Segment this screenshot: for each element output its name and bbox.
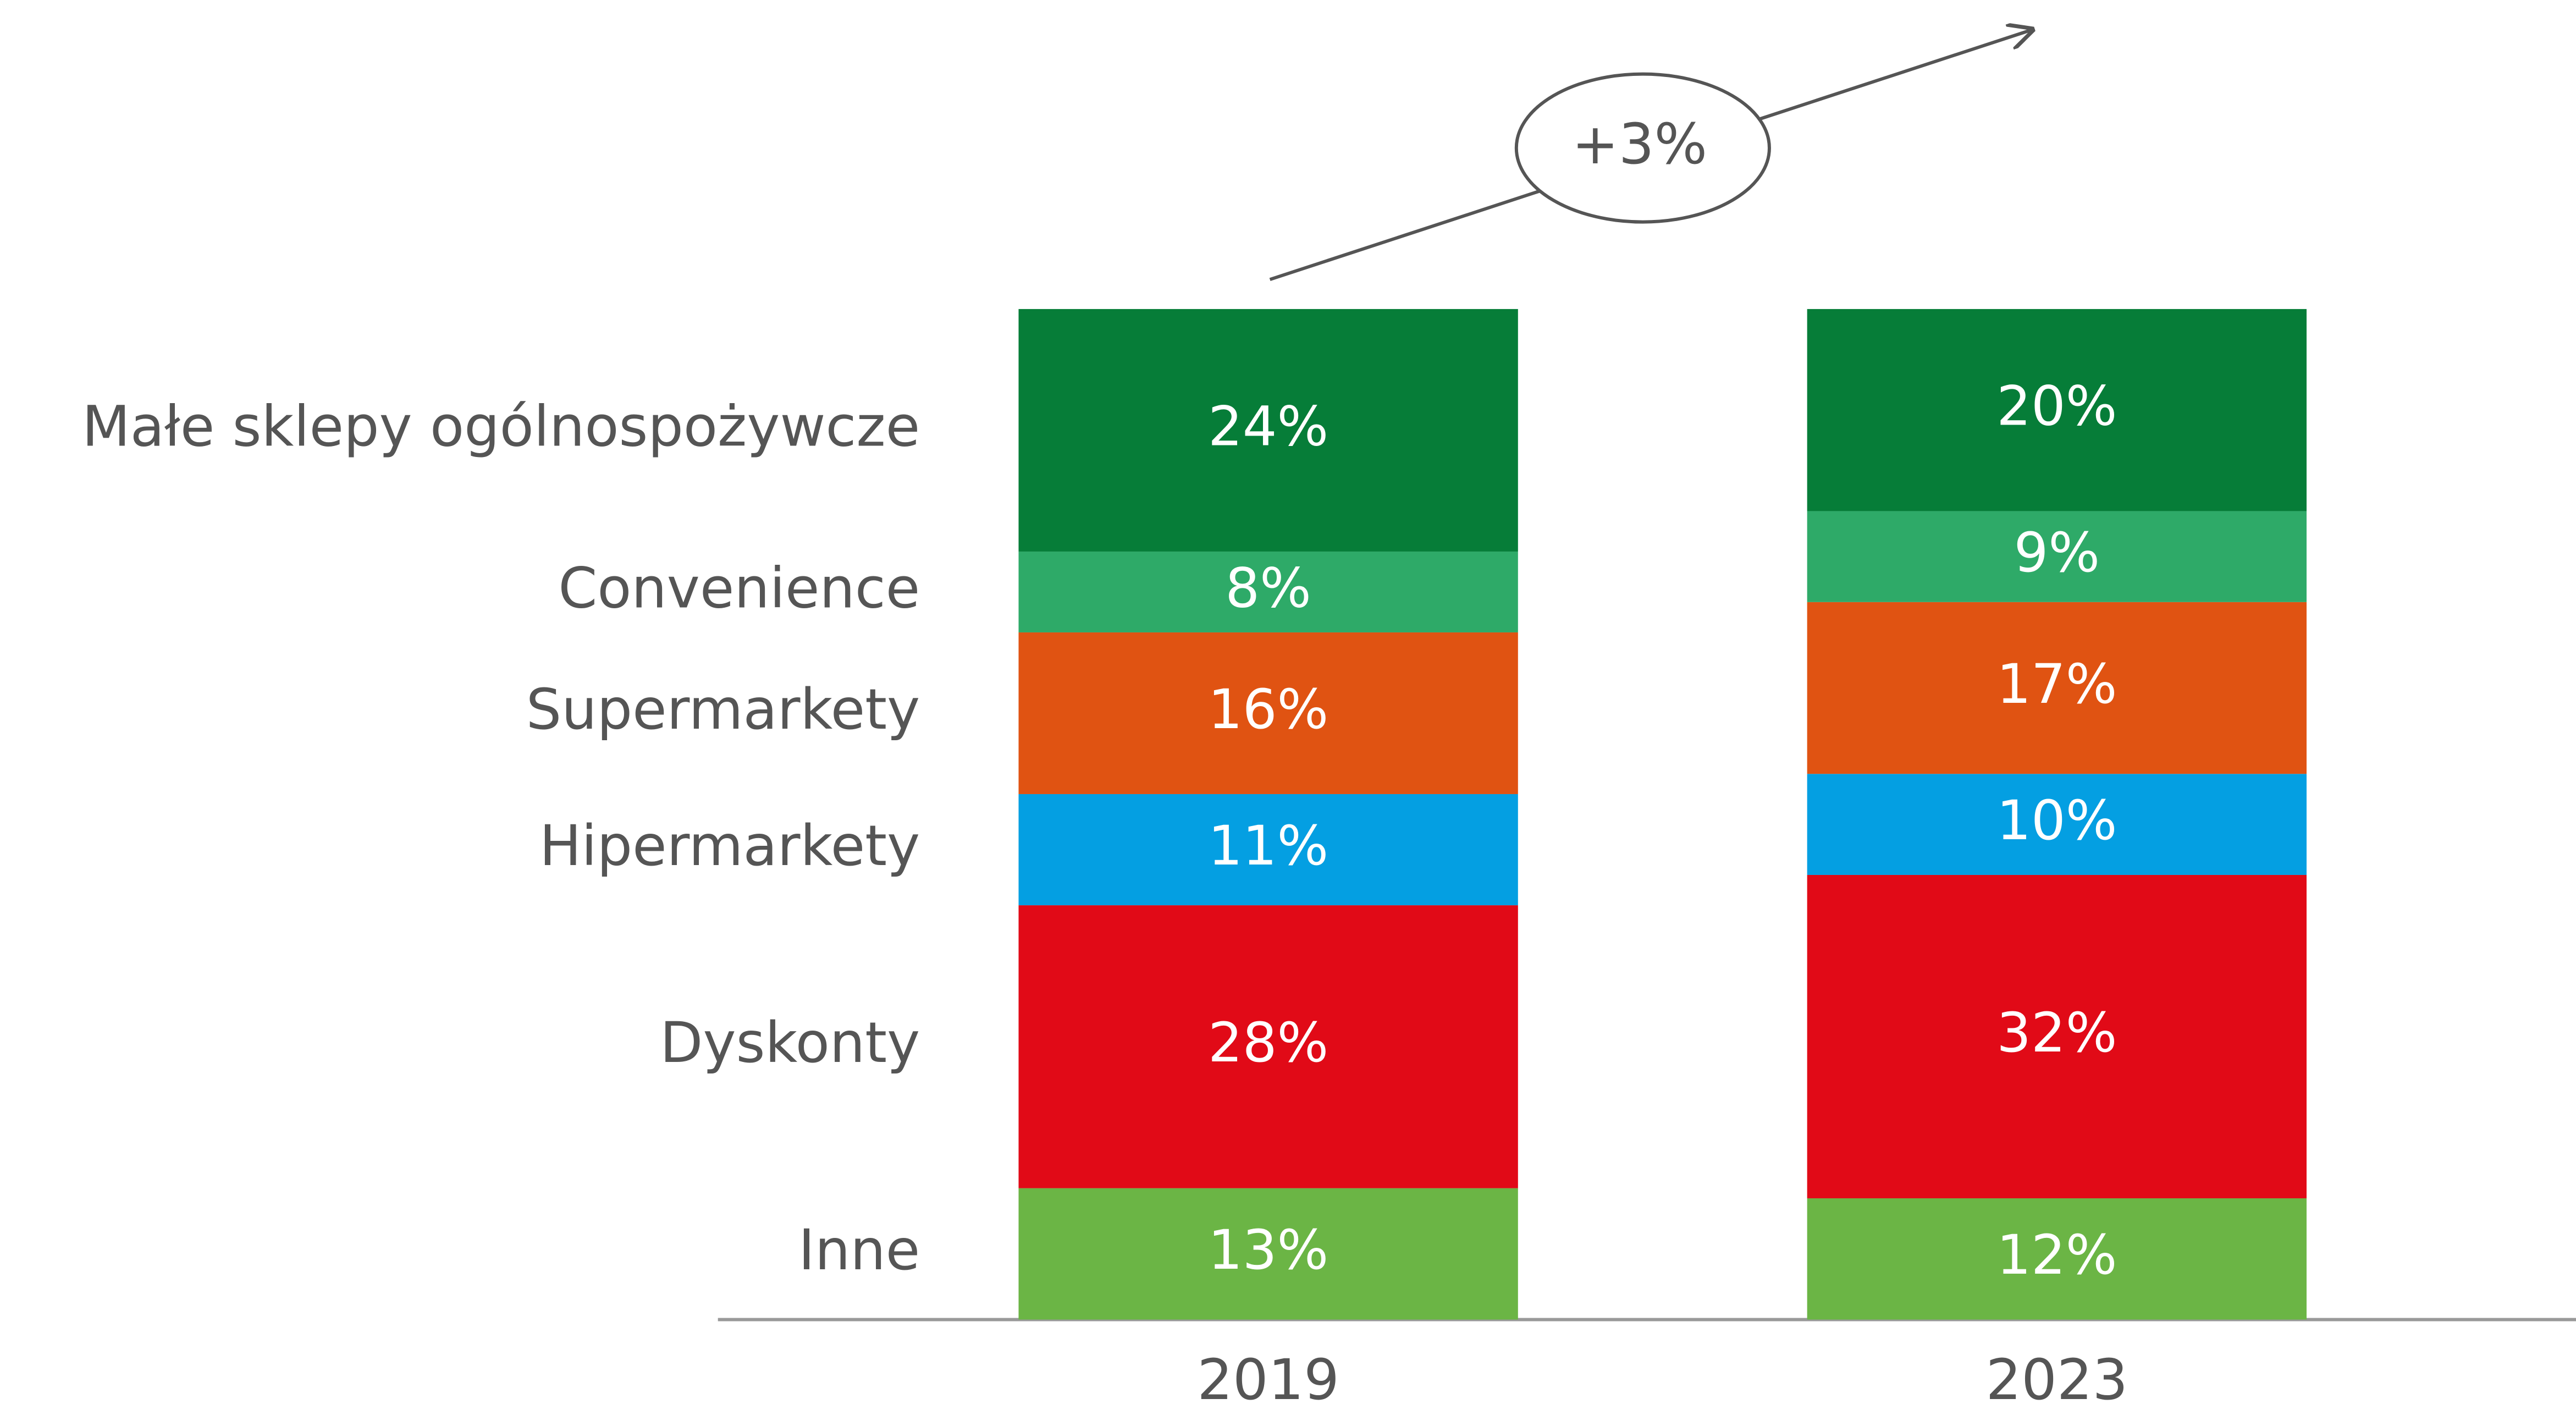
value-label: 9% bbox=[2014, 521, 2100, 585]
bar-segment bbox=[1018, 309, 1518, 552]
value-label: 8% bbox=[1225, 557, 1311, 620]
bar-segment bbox=[1807, 602, 2307, 774]
legend-label: Hipermarkety bbox=[539, 813, 920, 878]
bar-segment bbox=[1018, 1188, 1518, 1320]
annotation: +3% bbox=[1572, 112, 1707, 177]
legend-label: Małe sklepy ogólnospożywcze bbox=[82, 394, 920, 459]
legend-label: Supermarkety bbox=[526, 677, 920, 742]
value-label: 12% bbox=[1996, 1224, 2117, 1287]
bar-segment bbox=[1018, 905, 1518, 1188]
value-label: 20% bbox=[1996, 375, 2117, 438]
value-label: 13% bbox=[1208, 1219, 1328, 1282]
value-label: 10% bbox=[1996, 789, 2117, 852]
value-label: 24% bbox=[1208, 395, 1328, 458]
x-tick-label: 2023 bbox=[1986, 1347, 2128, 1412]
value-label: 11% bbox=[1208, 814, 1328, 878]
annotation-ellipse bbox=[1514, 72, 1771, 224]
bar-segment bbox=[1018, 551, 1518, 632]
bar-segment bbox=[1807, 511, 2307, 602]
legend-label: Convenience bbox=[558, 555, 920, 620]
value-label: 17% bbox=[1996, 653, 2117, 716]
value-label: 32% bbox=[1996, 1001, 2117, 1065]
value-label: 28% bbox=[1208, 1011, 1328, 1075]
x-tick-label: 2019 bbox=[1197, 1347, 1339, 1412]
bar-segment bbox=[1018, 632, 1518, 794]
bar-segment bbox=[1807, 874, 2307, 1198]
value-label: 16% bbox=[1208, 678, 1328, 741]
legend-label: Inne bbox=[798, 1218, 920, 1282]
bar-segment bbox=[1807, 774, 2307, 875]
bar-segment bbox=[1807, 1198, 2307, 1320]
bar-segment bbox=[1807, 309, 2307, 511]
bar-segment bbox=[1018, 794, 1518, 906]
legend-label: Dyskonty bbox=[660, 1010, 920, 1075]
